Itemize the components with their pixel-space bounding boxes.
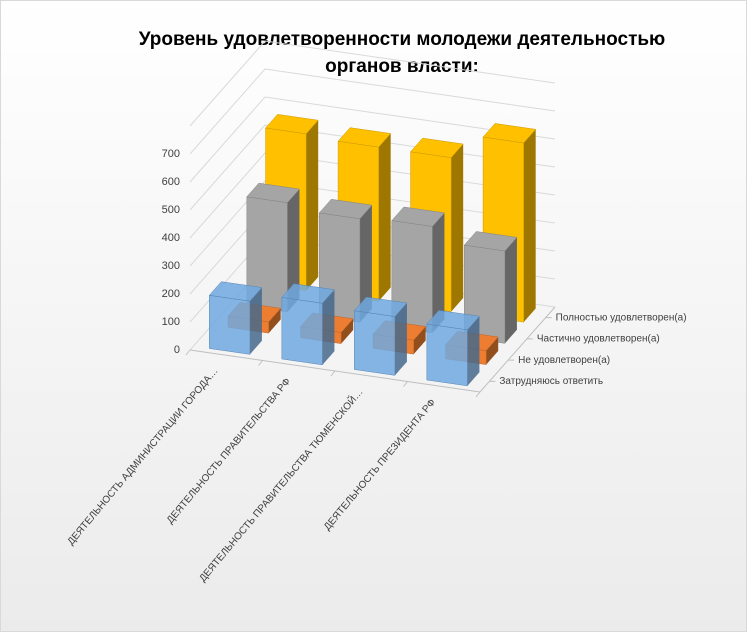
bar-side (306, 120, 319, 291)
bar-side (341, 318, 354, 344)
chart-title: Уровень удовлетворенности молодежи деяте… (139, 29, 666, 50)
bar-front (426, 323, 468, 387)
bar-side (378, 133, 391, 302)
bar-top (410, 137, 464, 158)
bar-side (467, 316, 480, 386)
grid-line (189, 96, 556, 183)
bar-front (281, 297, 323, 366)
category-tick (403, 381, 408, 387)
y-tick-label: 700 (162, 148, 180, 160)
bar-side (486, 337, 499, 365)
wall-frame (189, 40, 556, 127)
y-tick-label: 0 (174, 344, 180, 356)
bar-top (281, 283, 335, 304)
bar-front (354, 310, 396, 376)
bar-side (287, 189, 300, 312)
category-tick (330, 370, 336, 377)
bar-side (322, 289, 335, 365)
y-tick-label: 300 (162, 260, 180, 272)
bar-top (337, 127, 392, 148)
floor-edge (479, 306, 556, 393)
legend-label: Частично удовлетворен(а) (537, 334, 660, 345)
bar-side (268, 308, 281, 334)
y-tick-label: 500 (162, 204, 180, 216)
legend-label: Затрудняюсь ответить (499, 376, 603, 387)
grid-line (189, 68, 556, 155)
bar-top (208, 281, 263, 302)
bar-side (413, 326, 426, 355)
bar (246, 182, 300, 313)
bar-top (426, 310, 480, 331)
y-tick-label: 400 (162, 232, 180, 244)
bar-side (432, 212, 445, 333)
bar-top (482, 123, 537, 144)
bar-side (394, 302, 407, 376)
bar-top (246, 182, 300, 203)
bar-top (463, 231, 518, 252)
bar-top (353, 296, 408, 317)
category-tick (185, 349, 191, 356)
bar-side (451, 144, 464, 312)
bar-side (359, 205, 372, 323)
bar-side (249, 287, 262, 355)
category-tick (258, 360, 263, 366)
bar-side (523, 129, 536, 323)
category-tick (475, 391, 481, 398)
legend-label: Полностью удовлетворен(а) (556, 312, 687, 323)
chart-title: органов власти: (325, 56, 479, 77)
bar-front (209, 294, 251, 355)
y-tick-label: 600 (162, 176, 180, 188)
bar (353, 296, 408, 376)
y-tick-label: 200 (162, 288, 180, 300)
bar (281, 283, 335, 366)
y-tick-label: 100 (162, 316, 180, 328)
bar-top (318, 199, 373, 220)
bar-top (265, 114, 319, 135)
bar-top (391, 206, 445, 227)
legend-label: Не удовлетворен(а) (518, 355, 610, 366)
bar (208, 281, 263, 355)
bar (426, 310, 480, 387)
bar-side (504, 237, 517, 344)
